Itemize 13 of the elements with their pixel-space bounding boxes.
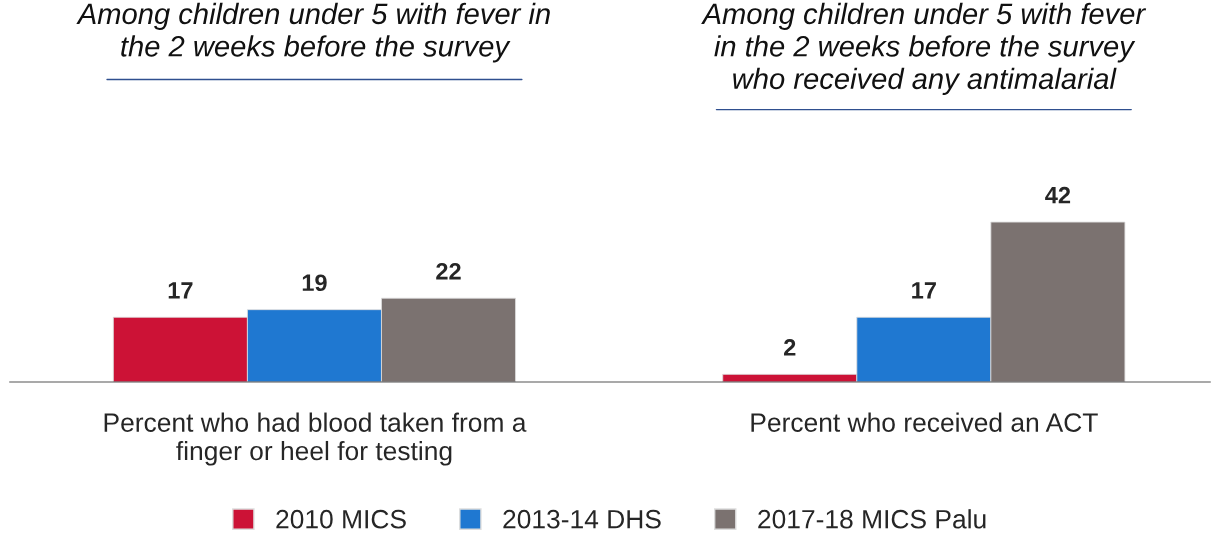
data-label: 17 [168, 282, 193, 299]
legend-label: 2010 MICS [276, 509, 406, 529]
data-label: 17 [912, 282, 936, 299]
data-label: 22 [436, 262, 461, 280]
data-label: 19 [302, 274, 327, 292]
legend-label: 2017-18 MICS Palu [758, 509, 986, 529]
text: Among children under 5 with fever in the 2 weeks before the survey who received any antimalarial [701, 2, 1147, 95]
data-label: 2 [784, 339, 796, 356]
legend-label: 2013-14 DHS [503, 509, 661, 529]
data-label: 42 [1045, 186, 1071, 204]
x-tick-label: Percent who received an ACT [751, 412, 1098, 432]
text: Among children under 5 with fever in the 2 weeks before the survey [76, 2, 550, 63]
x-tick-label: Percent who had blood taken from a finger or heel for testing [104, 412, 527, 466]
